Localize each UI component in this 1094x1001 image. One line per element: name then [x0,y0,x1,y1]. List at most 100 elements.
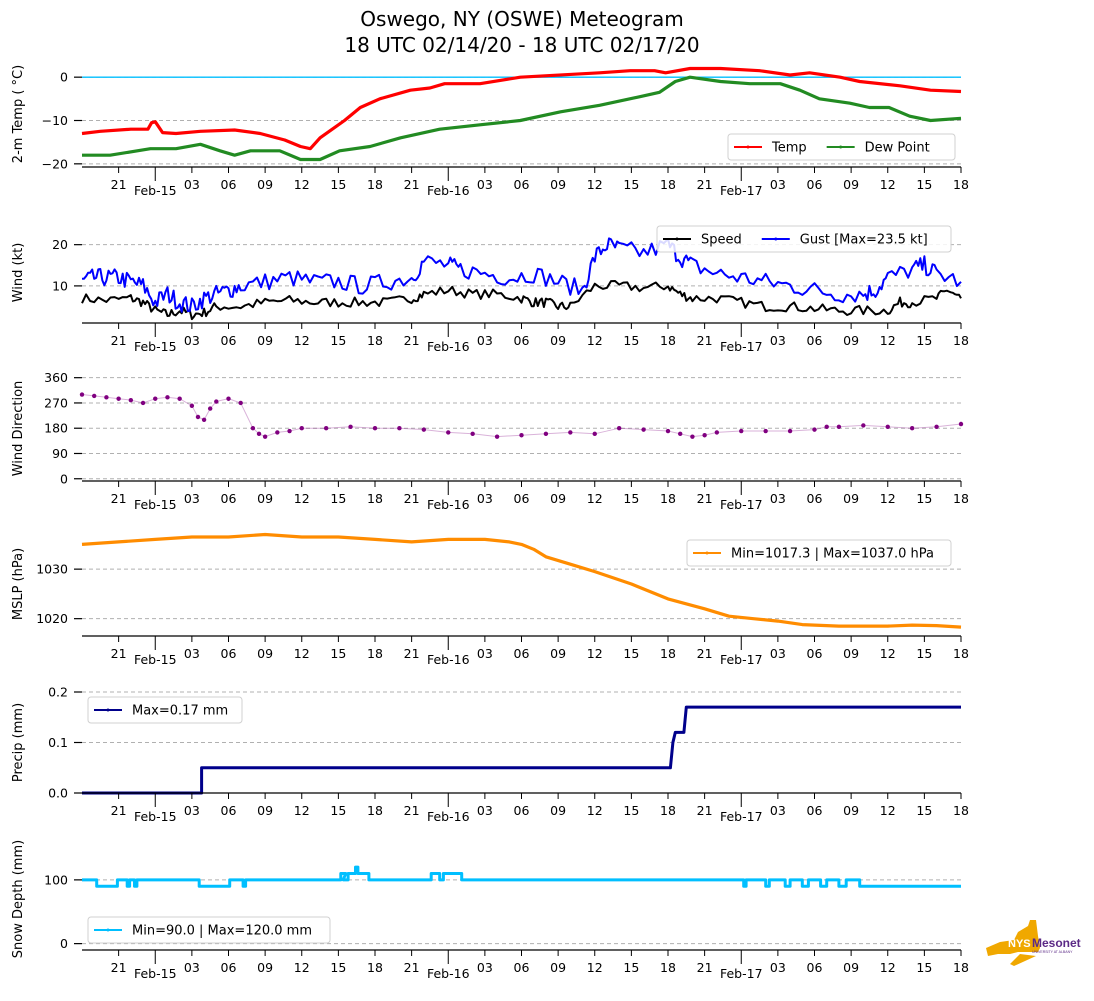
x-tick-label: 15 [916,960,932,975]
legend-label: Gust [Max=23.5 kt] [800,233,928,248]
x-tick-label: 06 [221,491,237,506]
wind-direction-point [226,396,231,401]
x-tick-label: 18 [953,491,969,506]
x-tick-label: 12 [587,333,603,348]
chart-title-line1: Oswego, NY (OSWE) Meteogram [360,7,684,31]
x-tick-label: 18 [660,803,676,818]
x-tick-label: 09 [257,491,273,506]
wind-direction-point [140,400,146,406]
x-tick-label: 18 [953,333,969,348]
x-tick-label: 21 [697,646,713,661]
x-tick-label: 12 [587,646,603,661]
x-tick-label: 18 [953,646,969,661]
wind-direction-point [641,427,646,432]
x-tick-label: 12 [880,333,896,348]
x-tick-label: 09 [550,646,566,661]
panel-precip: 0.0 0.1 0.2 21 03 06 09 12 15 18 21 03 06 09 12 15 18 21 0… [11,685,969,825]
x-tick-label: 21 [404,960,420,975]
x-tick-label: 15 [623,333,639,348]
y-tick-label: 10 [52,278,68,293]
wind-direction-point [189,403,195,408]
y-axis-label: Wind (kt) [11,243,26,303]
wind-direction-point [262,434,268,439]
x-tick-label: 21 [111,333,127,348]
x-date-label: Feb-15 [134,652,177,667]
y-tick-label: 270 [44,395,68,410]
wind-direction-point [665,428,671,434]
x-tick-label: 06 [514,803,530,818]
x-tick-label: 12 [587,177,603,192]
x-tick-label: 03 [477,491,493,506]
wind-direction-point [494,434,500,439]
x-tick-label: 15 [916,491,932,506]
wind-direction-point [861,423,866,428]
chart-title: Oswego, NY (OSWE) Meteogram 18 UTC 02/14… [0,6,1044,58]
x-date-label: Feb-15 [134,183,177,198]
series-line-dew [82,75,962,162]
x-tick-label: 06 [514,491,530,506]
legend-label: Dew Point [865,141,930,156]
x-tick-label: 06 [221,646,237,661]
x-tick-label: 21 [404,491,420,506]
x-tick-label: 21 [111,960,127,975]
x-tick-label: 09 [843,177,859,192]
legend: Max=0.17 mm [87,696,243,724]
y-tick-label: 100 [44,872,68,887]
x-tick-label: 09 [550,803,566,818]
wind-direction-point [104,395,109,400]
x-tick-label: 03 [477,177,493,192]
y-tick-label: 1030 [36,562,68,577]
x-tick-label: 06 [221,803,237,818]
x-tick-label: 12 [294,333,310,348]
y-tick-label: 360 [44,370,68,385]
wind-direction-point [763,428,768,434]
x-tick-label: 15 [623,803,639,818]
x-tick-label: 18 [953,177,969,192]
series-line-gust [81,237,962,313]
wind-direction-point [909,426,915,431]
x-tick-label: 21 [404,646,420,661]
legend-label: Min=90.0 | Max=120.0 mm [132,924,312,939]
x-tick-label: 09 [843,333,859,348]
legend-marker [675,237,679,241]
x-tick-label: 15 [623,960,639,975]
logo-sub-text: UNIVERSITY AT ALBANY [1032,950,1073,954]
wind-direction-point [177,396,182,401]
y-axis-label: Snow Depth (mm) [11,840,26,958]
wind-direction-point [207,406,213,411]
legend: Min=90.0 | Max=120.0 mm [87,916,331,944]
panel-mslp: 1020 1030 21 03 06 09 12 15 18 21 03 06 09 12 15 18 21 03… [11,532,969,667]
series-line-speed [81,280,962,321]
wind-direction-point [128,397,134,403]
x-tick-label: 06 [807,960,823,975]
x-date-label: Feb-17 [720,809,763,824]
wind-direction-point [690,434,695,439]
x-tick-label: 09 [257,646,273,661]
x-tick-label: 15 [330,333,346,348]
wind-direction-point [885,424,890,430]
y-tick-label: 90 [52,446,68,461]
wind-direction-point [323,426,329,431]
wind-direction-point [250,426,256,431]
y-tick-label: 0.2 [48,685,68,700]
wind-direction-point [934,424,939,430]
x-tick-label: 21 [697,177,713,192]
x-tick-label: 03 [770,646,786,661]
legend-box [87,916,331,944]
x-tick-label: 18 [953,960,969,975]
wind-direction-point [824,424,829,430]
wind-direction-point [519,433,524,438]
wind-direction-point [348,424,353,430]
x-tick-label: 06 [807,491,823,506]
y-tick-label: −20 [42,156,68,171]
x-tick-label: 21 [111,491,127,506]
x-tick-label: 21 [697,333,713,348]
x-tick-label: 06 [514,333,530,348]
wind-direction-point [616,426,622,431]
x-date-label: Feb-17 [720,652,763,667]
x-tick-label: 18 [367,177,383,192]
x-tick-label: 03 [184,491,200,506]
x-tick-label: 18 [367,803,383,818]
x-tick-label: 09 [550,177,566,192]
